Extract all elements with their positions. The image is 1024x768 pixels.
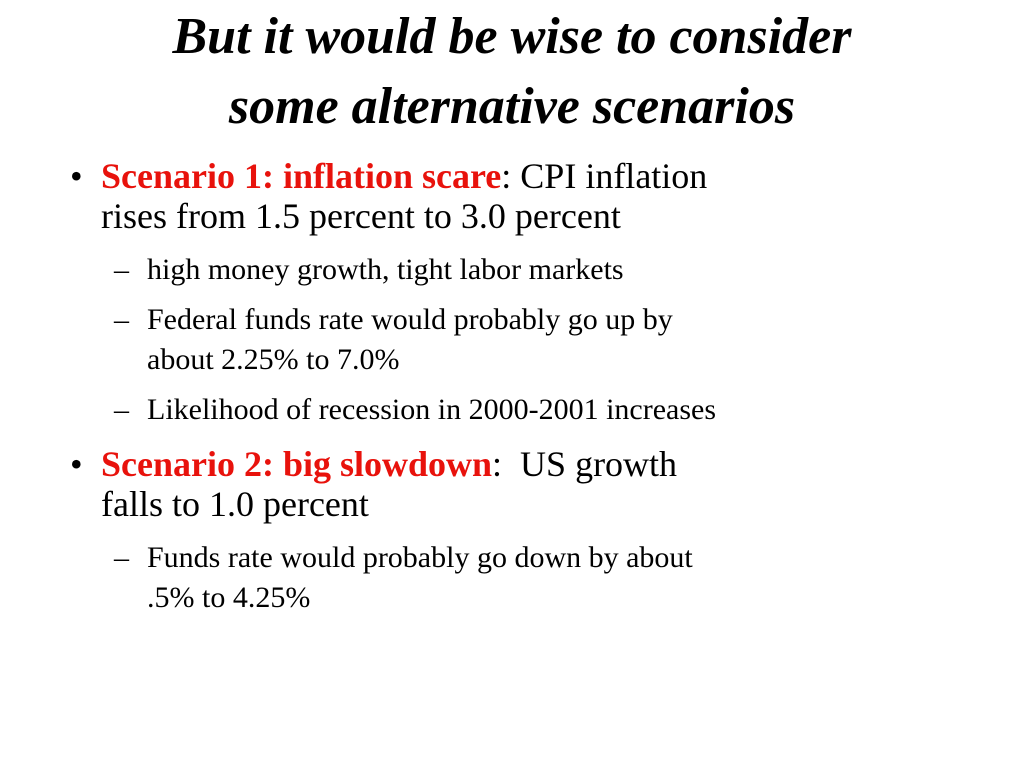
scenario-2-label: Scenario 2: big slowdown <box>101 444 493 484</box>
bullet-marker: • <box>70 156 83 196</box>
bullet-line-2: falls to 1.0 percent <box>101 484 369 524</box>
bullet-scenario-1: • Scenario 1: inflation scare: CPI infla… <box>70 156 970 430</box>
scenario-2-sublist: – Funds rate would probably go down by a… <box>101 538 970 618</box>
bullet-line-2: rises from 1.5 percent to 3.0 percent <box>101 196 621 236</box>
scenario-2-text: : US growth <box>492 444 678 484</box>
bullet-marker: • <box>70 444 83 484</box>
scenario-1-label: Scenario 1: inflation scare <box>101 156 502 196</box>
sub-item-line-1: high money growth, tight labor markets <box>147 253 624 286</box>
dash-marker: – <box>114 303 129 336</box>
sub-item-line-1: Likelihood of recession in 2000-2001 inc… <box>147 393 717 426</box>
dash-marker: – <box>114 253 129 286</box>
slide-title: But it would be wise to consider some al… <box>0 2 1024 142</box>
dash-marker: – <box>114 393 129 426</box>
bullet-scenario-2: • Scenario 2: big slowdown: US growth fa… <box>70 444 970 618</box>
sub-item-line-1: Funds rate would probably go down by abo… <box>147 541 693 574</box>
sub-item-funds-rate-up: – Federal funds rate would probably go u… <box>101 300 970 380</box>
sub-item-funds-rate-down: – Funds rate would probably go down by a… <box>101 538 970 618</box>
bullet-line-1: Scenario 1: inflation scare: CPI inflati… <box>101 156 970 196</box>
sub-item-line-2: about 2.25% to 7.0% <box>147 343 400 376</box>
slide-title-line-1: But it would be wise to consider <box>172 8 852 65</box>
scenario-1-sublist: – high money growth, tight labor markets… <box>101 250 970 430</box>
sub-item-money-growth: – high money growth, tight labor markets <box>101 250 970 290</box>
sub-item-line-1: Federal funds rate would probably go up … <box>147 303 673 336</box>
bullet-list: • Scenario 1: inflation scare: CPI infla… <box>70 156 970 632</box>
dash-marker: – <box>114 541 129 574</box>
slide-title-line-2: some alternative scenarios <box>228 78 796 135</box>
sub-item-recession-likelihood: – Likelihood of recession in 2000-2001 i… <box>101 390 970 430</box>
scenario-1-text: : CPI inflation <box>501 156 708 196</box>
bullet-line-1: Scenario 2: big slowdown: US growth <box>101 444 970 484</box>
sub-item-line-2: .5% to 4.25% <box>147 581 311 614</box>
